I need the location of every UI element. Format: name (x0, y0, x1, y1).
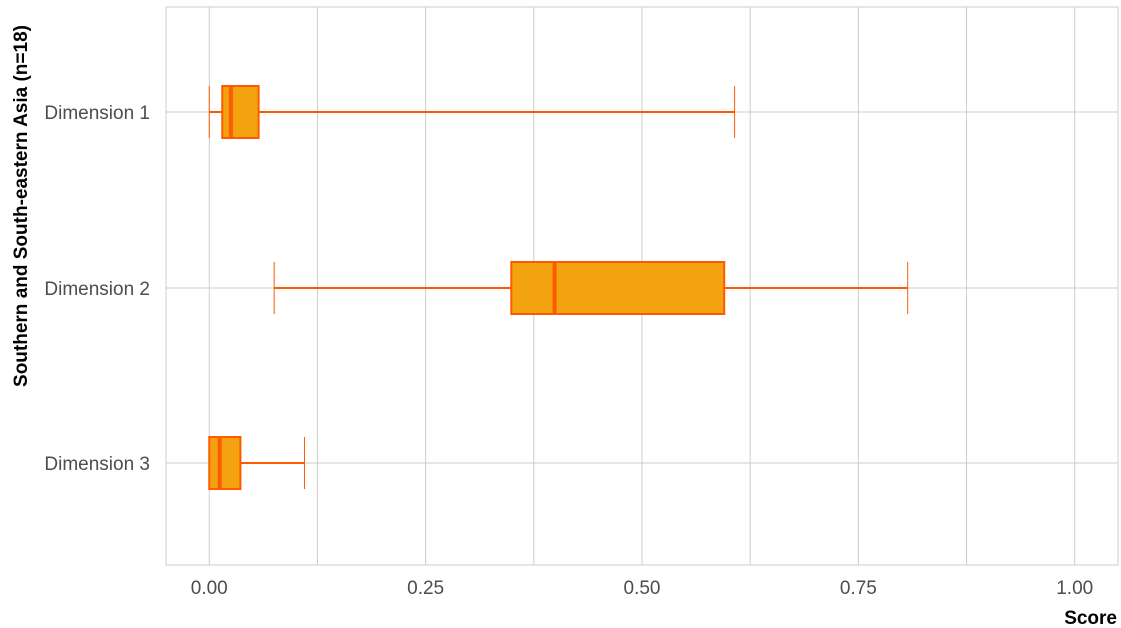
x-tick-label: 1.00 (1056, 578, 1093, 599)
panel-border (165, 6, 1119, 566)
x-tick-labels: 0.00 0.25 0.50 0.75 1.00 (191, 578, 1093, 599)
boxplot-1 (208, 85, 736, 139)
boxplot-2 (273, 261, 909, 315)
y-tick-label: Dimension 2 (44, 279, 150, 300)
x-tick-label: 0.50 (624, 578, 661, 599)
box-layer (208, 85, 909, 490)
x-tick-label: 0.25 (407, 578, 444, 599)
y-tick-labels: Dimension 1 Dimension 2 Dimension 3 (44, 103, 150, 475)
iqr-box (510, 261, 726, 315)
y-tick-label: Dimension 1 (44, 103, 150, 124)
boxplot-3 (208, 436, 305, 490)
x-tick-label: 0.75 (840, 578, 877, 599)
x-axis-title: Score (1064, 608, 1117, 628)
iqr-box (208, 436, 242, 490)
y-tick-label: Dimension 3 (44, 454, 150, 475)
iqr-box (221, 85, 260, 139)
x-tick-label: 0.00 (191, 578, 228, 599)
y-axis-title: Southern and South-eastern Asia (n=18) (11, 25, 32, 387)
